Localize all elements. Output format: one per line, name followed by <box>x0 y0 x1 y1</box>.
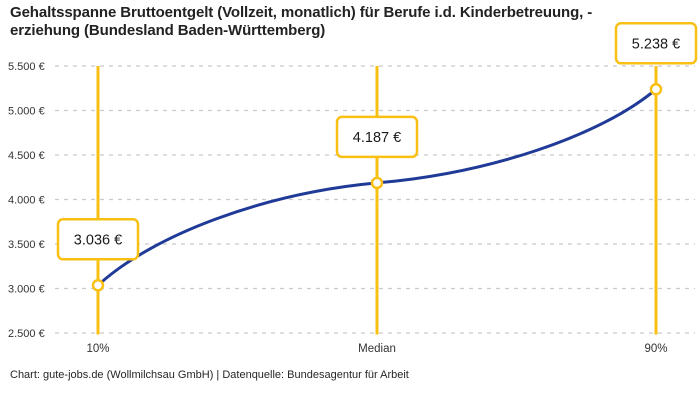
chart-title: Gehaltsspanne Bruttoentgelt (Vollzeit, m… <box>10 4 592 40</box>
x-tick-label: 10% <box>86 343 109 355</box>
value-label: 3.036 € <box>74 232 122 248</box>
data-point-markers <box>91 83 663 292</box>
data-point-marker <box>91 279 105 292</box>
gridlines: 5.500 € 5.000 € 4.500 € 4.000 € 3.500 € 3.000… <box>8 61 695 340</box>
y-tick-label: 2.500 € <box>8 328 45 340</box>
value-label-box <box>335 115 419 159</box>
y-tick-label: 4.000 € <box>8 195 45 207</box>
y-tick-label: 4.500 € <box>8 150 45 162</box>
data-point-marker <box>649 83 663 96</box>
x-tick-label: 90% <box>644 343 667 355</box>
percentile-lines <box>96 66 658 335</box>
chart-footer: Chart: gute-jobs.de (Wollmilchsau GmbH) … <box>10 369 409 381</box>
chart-title-line-1: Gehaltsspanne Bruttoentgelt (Vollzeit, m… <box>10 4 593 21</box>
y-tick-label: 5.500 € <box>8 61 45 73</box>
value-label-box <box>614 22 698 65</box>
data-point-marker <box>370 176 384 190</box>
chart-title-line-2: erziehung (Bundesland Baden-Württemberg) <box>10 22 326 39</box>
x-tick-label: Median <box>358 343 396 355</box>
value-label-box <box>56 218 140 261</box>
value-labels: 3.036 € 4.187 € 5.238 € <box>56 22 698 261</box>
x-axis-labels: 10% Median 90% <box>86 343 667 355</box>
y-tick-label: 5.000 € <box>8 106 45 118</box>
y-tick-label: 3.500 € <box>8 239 45 251</box>
value-label: 5.238 € <box>632 36 680 52</box>
value-label: 4.187 € <box>353 130 401 146</box>
y-tick-label: 3.000 € <box>8 284 45 296</box>
